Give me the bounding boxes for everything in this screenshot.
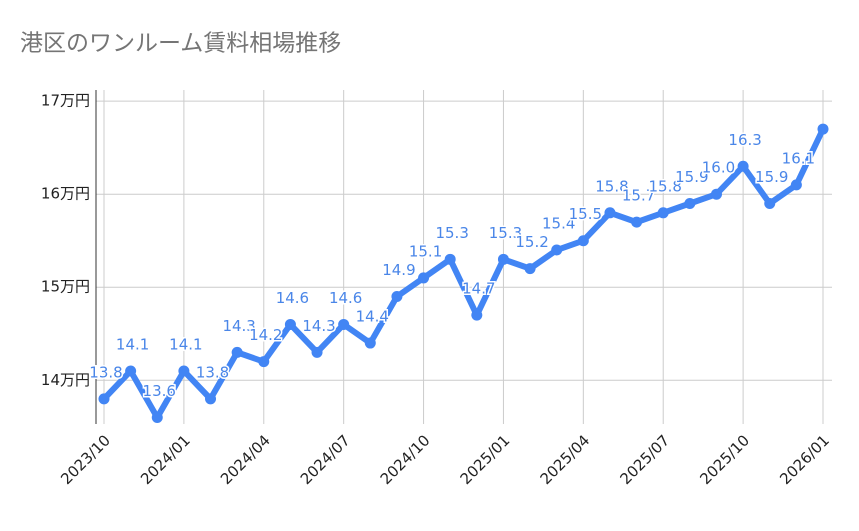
data-label: 15.3 [435,224,468,242]
point [737,160,749,172]
point [710,188,722,200]
point [231,346,243,358]
data-label: 14.1 [169,335,202,353]
data-label: 14.3 [222,317,255,335]
point [258,356,270,368]
point [284,318,296,330]
x-tick-label: 2024/01 [137,431,194,488]
x-tick-label: 2025/07 [616,431,673,488]
data-label: 14.9 [382,261,415,279]
point [364,337,376,349]
point [151,411,163,423]
data-label: 14.4 [356,308,389,326]
data-label: 15.4 [542,215,575,233]
data-label: 15.3 [489,224,522,242]
point [604,207,616,219]
point [684,198,696,210]
point [764,198,776,210]
point [657,207,669,219]
data-label: 14.2 [249,326,282,344]
point [471,309,483,321]
point [444,253,456,265]
point [205,393,217,405]
y-tick-label: 17万円 [41,92,90,110]
data-label: 15.9 [675,168,708,186]
data-label: 16.3 [728,131,761,149]
data-label: 14.6 [276,289,309,307]
point [790,179,802,191]
data-label: 15.7 [622,187,655,205]
data-label: 15.8 [649,177,682,195]
x-tick-label: 2024/10 [377,431,434,488]
data-label: 14.7 [462,280,495,298]
point [551,244,563,256]
data-label: 13.8 [196,363,229,381]
point [577,235,589,247]
y-tick-label: 16万円 [41,185,90,203]
line [101,127,826,421]
x-tick-label: 2025/10 [696,431,753,488]
data-label: 14.3 [302,317,335,335]
y-tick-label: 15万円 [41,278,90,296]
x-tick-label: 2023/10 [57,431,114,488]
point [817,123,829,135]
data-label: 15.1 [409,242,442,260]
data-label: 15.8 [595,177,628,195]
point [125,365,137,377]
data-label: 15.2 [515,233,548,251]
data-label: 15.5 [569,205,602,223]
data-label: 16.0 [702,159,735,177]
data-label: 15.9 [755,168,788,186]
point [524,263,536,275]
point [178,365,190,377]
data-label: 14.1 [116,335,149,353]
x-tick-label: 2026/01 [776,431,833,488]
data-label: 13.8 [89,363,122,381]
data-label: 13.6 [143,382,176,400]
point [391,291,403,303]
x-tick-label: 2025/04 [537,431,594,488]
data-label: 14.6 [329,289,362,307]
point [338,318,350,330]
chart-title: 港区のワンルーム賃料相場推移 [20,31,341,57]
x-tick-label: 2024/04 [217,431,274,488]
point [497,253,509,265]
point [98,393,110,405]
point [631,216,643,228]
x-tick-label: 2024/07 [297,431,354,488]
x-tick-label: 2025/01 [457,431,514,488]
y-tick-label: 14万円 [41,371,90,389]
data-label: 16.1 [782,149,815,167]
point [311,346,323,358]
point [418,272,430,284]
